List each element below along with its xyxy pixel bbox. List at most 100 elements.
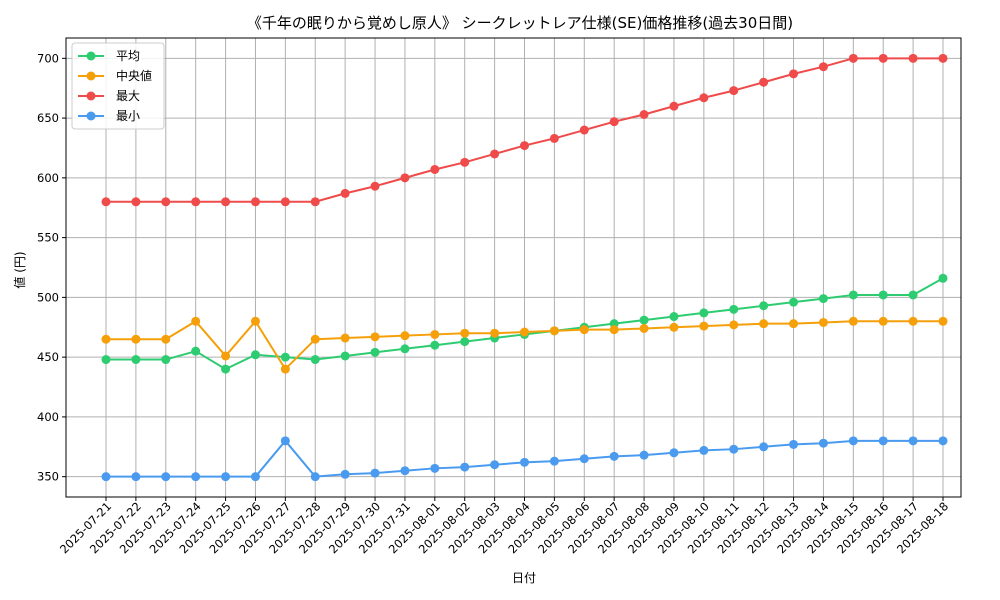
data-point [191, 346, 201, 356]
data-point [848, 316, 858, 326]
y-axis-ticks: 350 400 450 500 550 600 650 700 [37, 51, 66, 484]
y-tick-label: 450 [37, 350, 59, 364]
data-point [161, 355, 171, 365]
data-point [789, 319, 799, 329]
data-point [250, 350, 260, 360]
data-point [191, 197, 201, 207]
data-point [221, 197, 231, 207]
data-point [191, 472, 201, 482]
y-tick-label: 650 [37, 111, 59, 125]
data-point [848, 53, 858, 63]
data-point [460, 157, 470, 167]
data-point [310, 334, 320, 344]
data-point [639, 315, 649, 325]
series-2 [101, 53, 948, 207]
data-point [460, 337, 470, 347]
legend-label: 最大 [116, 89, 140, 103]
series-1 [101, 316, 948, 374]
data-point [460, 328, 470, 338]
data-point [699, 93, 709, 103]
y-tick-label: 600 [37, 171, 59, 185]
x-axis-ticks: 2025-07-212025-07-222025-07-232025-07-24… [57, 497, 951, 556]
legend-marker [86, 51, 96, 61]
series-3 [101, 436, 948, 482]
data-point [340, 351, 350, 361]
data-point [759, 442, 769, 452]
data-point [400, 173, 410, 183]
data-point [310, 472, 320, 482]
data-point [340, 188, 350, 198]
data-point [729, 444, 739, 454]
data-point [908, 290, 918, 300]
data-point [938, 316, 948, 326]
x-axis-label: 日付 [512, 571, 536, 585]
data-point [340, 469, 350, 479]
data-point [520, 327, 529, 337]
data-point [848, 290, 858, 300]
data-point [549, 133, 559, 143]
data-point [549, 456, 559, 466]
data-point [221, 364, 231, 374]
data-point [699, 321, 709, 331]
data-point [370, 347, 380, 357]
data-point [878, 290, 888, 300]
grid-lines [66, 38, 961, 497]
data-point [520, 141, 529, 151]
data-point [310, 355, 320, 365]
data-point [938, 53, 948, 63]
y-tick-label: 550 [37, 231, 59, 245]
data-point [250, 316, 260, 326]
series-lines [101, 53, 948, 482]
data-point [280, 197, 290, 207]
data-point [579, 454, 589, 464]
data-point [938, 436, 948, 446]
data-point [490, 149, 500, 159]
data-point [250, 472, 260, 482]
data-point [101, 334, 111, 344]
data-point [191, 316, 201, 326]
data-point [759, 319, 769, 329]
data-point [131, 472, 141, 482]
data-point [609, 451, 619, 461]
data-point [340, 333, 350, 343]
data-point [131, 334, 141, 344]
data-point [878, 316, 888, 326]
data-point [400, 466, 410, 476]
data-point [579, 125, 589, 135]
data-point [549, 326, 559, 336]
data-point [430, 463, 440, 473]
data-point [729, 304, 739, 314]
data-point [280, 352, 290, 362]
data-point [908, 53, 918, 63]
data-point [878, 436, 888, 446]
data-point [818, 438, 828, 448]
data-point [101, 472, 111, 482]
legend-item: 中央値 [78, 68, 152, 83]
data-point [161, 197, 171, 207]
data-point [221, 351, 231, 361]
legend-item: 最大 [78, 89, 140, 103]
data-point [848, 436, 858, 446]
data-point [639, 323, 649, 333]
data-point [789, 439, 799, 449]
data-point [400, 344, 410, 354]
data-point [789, 297, 799, 307]
data-point [460, 462, 470, 472]
data-point [161, 472, 171, 482]
data-point [669, 322, 679, 332]
data-point [878, 53, 888, 63]
data-point [280, 364, 290, 374]
legend-label: 最小 [116, 109, 140, 123]
legend-box [71, 42, 165, 130]
data-point [101, 355, 111, 365]
data-point [639, 110, 649, 119]
y-tick-label: 500 [37, 290, 59, 304]
data-point [490, 328, 500, 338]
data-point [579, 325, 589, 335]
data-point [938, 273, 948, 283]
chart-title: 《千年の眠りから覚めし原人》 シークレットレア仕様(SE)価格推移(過去30日間… [247, 14, 793, 32]
data-point [759, 301, 769, 311]
legend-item: 平均 [78, 49, 140, 63]
